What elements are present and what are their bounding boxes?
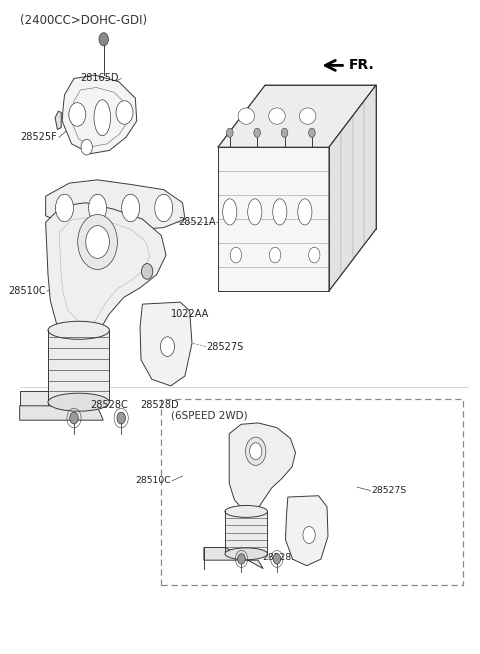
Text: 28510C: 28510C xyxy=(8,286,46,296)
Circle shape xyxy=(230,247,241,263)
Text: 28510C: 28510C xyxy=(135,476,171,485)
Polygon shape xyxy=(59,217,149,326)
Polygon shape xyxy=(329,85,376,291)
Circle shape xyxy=(238,554,245,564)
Text: 1022AA: 1022AA xyxy=(171,309,209,319)
Circle shape xyxy=(86,226,109,258)
Text: 28528C: 28528C xyxy=(91,400,128,411)
Ellipse shape xyxy=(225,506,267,517)
Ellipse shape xyxy=(238,108,254,124)
Ellipse shape xyxy=(300,108,316,124)
Ellipse shape xyxy=(225,548,267,560)
Circle shape xyxy=(69,103,86,126)
Polygon shape xyxy=(20,405,103,421)
Text: 28527S: 28527S xyxy=(206,341,243,352)
Polygon shape xyxy=(46,180,185,230)
Text: 28528D: 28528D xyxy=(263,553,299,562)
Polygon shape xyxy=(286,496,328,566)
Ellipse shape xyxy=(94,99,110,135)
Polygon shape xyxy=(218,85,376,147)
Polygon shape xyxy=(229,423,296,514)
Circle shape xyxy=(142,264,153,279)
Ellipse shape xyxy=(121,194,140,222)
Ellipse shape xyxy=(56,194,73,222)
Circle shape xyxy=(303,526,315,543)
Circle shape xyxy=(309,247,320,263)
Ellipse shape xyxy=(298,199,312,225)
Ellipse shape xyxy=(155,194,173,222)
Polygon shape xyxy=(20,391,48,405)
Polygon shape xyxy=(72,88,128,146)
Polygon shape xyxy=(218,147,329,291)
Ellipse shape xyxy=(248,199,262,225)
Text: 28528D: 28528D xyxy=(140,400,179,411)
Ellipse shape xyxy=(273,199,287,225)
Ellipse shape xyxy=(48,393,109,411)
Text: 28525F: 28525F xyxy=(21,132,58,143)
Text: 28521A: 28521A xyxy=(178,217,216,228)
Circle shape xyxy=(117,412,125,424)
Polygon shape xyxy=(55,111,61,129)
Circle shape xyxy=(78,215,118,269)
Polygon shape xyxy=(204,547,263,568)
Circle shape xyxy=(70,412,78,424)
Circle shape xyxy=(99,33,108,46)
Circle shape xyxy=(246,437,266,466)
Ellipse shape xyxy=(89,194,107,222)
Circle shape xyxy=(269,247,281,263)
Circle shape xyxy=(116,101,133,124)
Text: 28528C: 28528C xyxy=(213,553,249,562)
Ellipse shape xyxy=(269,108,285,124)
Polygon shape xyxy=(225,511,267,554)
Circle shape xyxy=(273,554,281,564)
Circle shape xyxy=(254,128,261,137)
Ellipse shape xyxy=(223,199,237,225)
Text: 28165D: 28165D xyxy=(80,73,119,84)
Polygon shape xyxy=(46,203,166,347)
Text: (6SPEED 2WD): (6SPEED 2WD) xyxy=(171,411,247,421)
Polygon shape xyxy=(140,302,192,386)
Polygon shape xyxy=(48,330,109,402)
Circle shape xyxy=(160,337,175,356)
Text: 28527S: 28527S xyxy=(372,486,407,495)
Circle shape xyxy=(281,128,288,137)
Text: FR.: FR. xyxy=(349,58,374,73)
Circle shape xyxy=(309,128,315,137)
Circle shape xyxy=(250,443,262,460)
Text: (2400CC>DOHC-GDI): (2400CC>DOHC-GDI) xyxy=(20,14,147,27)
Ellipse shape xyxy=(48,321,109,339)
Circle shape xyxy=(81,139,92,155)
Circle shape xyxy=(227,128,233,137)
Polygon shape xyxy=(62,75,137,154)
